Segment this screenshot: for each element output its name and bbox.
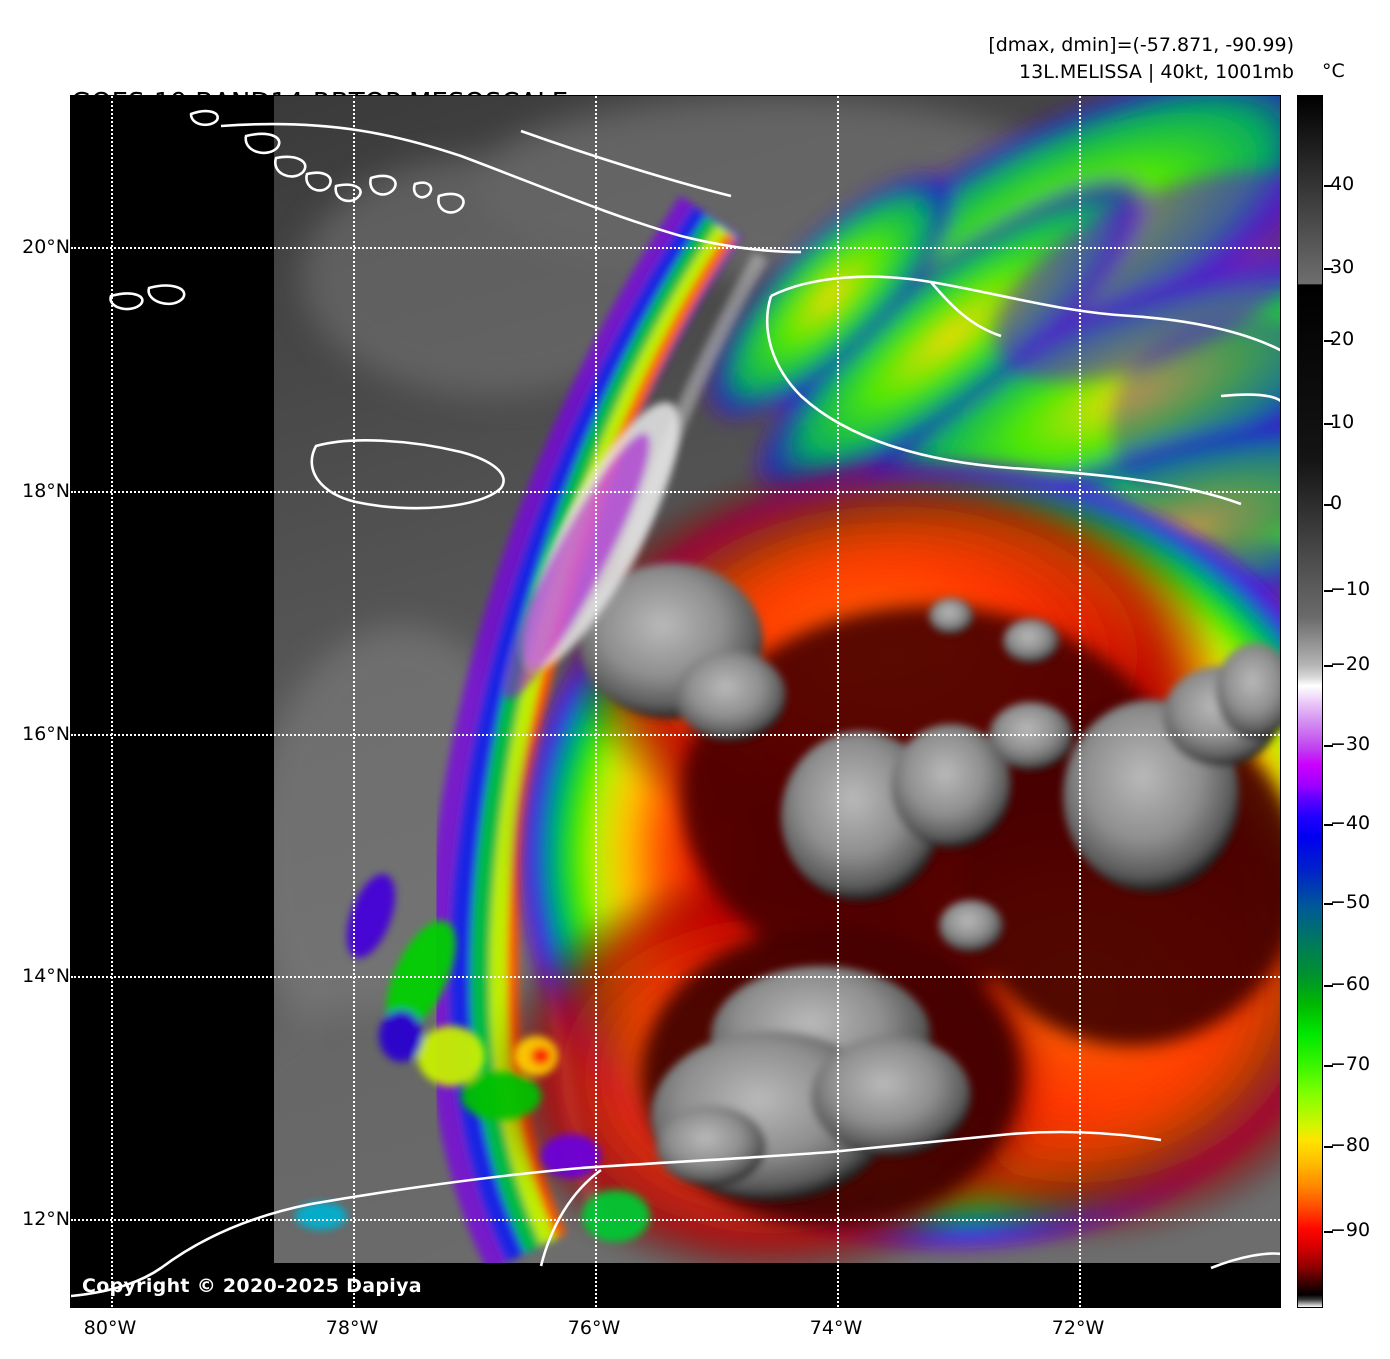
colorbar-tick-label-40: 40: [1330, 173, 1355, 195]
gridline-vertical-72W: [1079, 96, 1081, 1307]
gridline-horizontal-16N: [71, 734, 1280, 736]
colorbar-tick-label--80: −80: [1330, 1134, 1371, 1156]
gridline-vertical-74W: [837, 96, 839, 1307]
y-tick-label-20N: 20°N: [22, 236, 70, 258]
colorbar-tick-mark-0: [1324, 504, 1333, 506]
overshooting-tops: [579, 563, 1280, 1201]
colorbar-tick-mark--80: [1324, 1146, 1333, 1148]
colorbar-tick-mark--50: [1324, 903, 1333, 905]
y-tick-label-16N: 16°N: [22, 723, 70, 745]
colorbar-tick-label-10: 10: [1330, 411, 1355, 433]
colorbar-tick-label--40: −40: [1330, 812, 1371, 834]
ir-brightness-field: [274, 96, 1280, 1263]
colorbar-tick-mark--40: [1324, 824, 1333, 826]
colorbar-tick-label--10: −10: [1330, 578, 1371, 600]
gridline-horizontal-14N: [71, 976, 1280, 978]
copyright-label: Copyright © 2020-2025 Dapiya: [82, 1275, 422, 1297]
y-tick-label-12N: 12°N: [22, 1208, 70, 1230]
colorbar-tick-mark--30: [1324, 745, 1333, 747]
coastline-overlay: [71, 109, 1280, 1298]
colorbar-tick-mark--20: [1324, 665, 1333, 667]
y-tick-label-18N: 18°N: [22, 480, 70, 502]
colorbar-unit-label: °C: [1322, 60, 1345, 82]
satellite-imagery: [71, 96, 1280, 1307]
gridline-horizontal-18N: [71, 491, 1280, 493]
colorbar-tick-label--90: −90: [1330, 1219, 1371, 1241]
gridline-vertical-80W: [111, 96, 113, 1307]
metadata-block: [dmax, dmin]=(-57.871, -90.99) 13L.MELIS…: [988, 32, 1294, 86]
gridline-vertical-76W: [595, 96, 597, 1307]
colorbar-tick-label--30: −30: [1330, 733, 1371, 755]
y-tick-label-14N: 14°N: [22, 965, 70, 987]
colorbar-tick-mark-40: [1324, 185, 1333, 187]
colorbar-tick-mark--90: [1324, 1231, 1333, 1233]
colorbar-tick-mark--60: [1324, 985, 1333, 987]
x-tick-label-78W: 78°W: [325, 1317, 379, 1339]
colorbar-tick-mark-20: [1324, 340, 1333, 342]
colorbar: [1297, 95, 1323, 1308]
x-tick-label-72W: 72°W: [1051, 1317, 1105, 1339]
gridline-horizontal-20N: [71, 247, 1280, 249]
colorbar-tick-label--70: −70: [1330, 1053, 1371, 1075]
gridline-horizontal-12N: [71, 1219, 1280, 1221]
x-tick-label-74W: 74°W: [809, 1317, 863, 1339]
colorbar-tick-label--50: −50: [1330, 891, 1371, 913]
colorbar-tick-mark--70: [1324, 1065, 1333, 1067]
storm-info-label: 13L.MELISSA | 40kt, 1001mb: [1019, 61, 1294, 83]
colorbar-tick-label--20: −20: [1330, 653, 1371, 675]
colorbar-tick-label-30: 30: [1330, 256, 1355, 278]
colorbar-tick-label--60: −60: [1330, 973, 1371, 995]
x-tick-label-80W: 80°W: [83, 1317, 137, 1339]
colorbar-tick-mark-10: [1324, 423, 1333, 425]
x-tick-label-76W: 76°W: [567, 1317, 621, 1339]
gridline-vertical-78W: [353, 96, 355, 1307]
colorbar-tick-mark-30: [1324, 268, 1333, 270]
colorbar-tick-mark--10: [1324, 590, 1333, 592]
satellite-image-plot: [70, 95, 1281, 1308]
dmax-dmin-label: [dmax, dmin]=(-57.871, -90.99): [988, 34, 1294, 56]
colorbar-tick-label-0: 0: [1330, 492, 1343, 514]
colorbar-tick-label-20: 20: [1330, 328, 1355, 350]
